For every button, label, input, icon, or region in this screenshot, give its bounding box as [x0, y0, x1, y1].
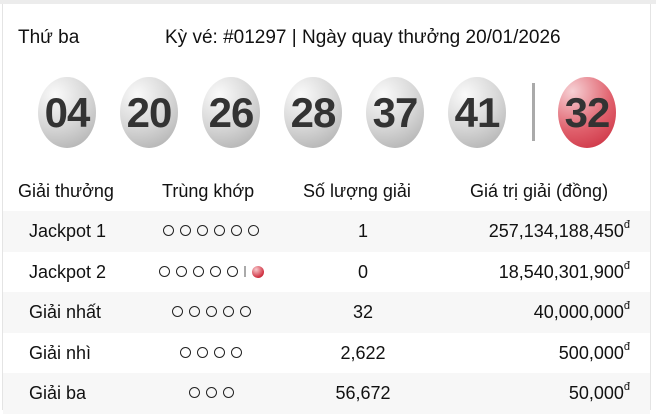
match-pattern	[133, 387, 289, 399]
match-circle-icon	[175, 266, 187, 278]
ball-5: 37	[366, 77, 424, 148]
currency-symbol: đ	[623, 340, 630, 353]
ball-3: 26	[202, 77, 260, 148]
table-row: Giải nhì 2,622 500,000đ	[3, 333, 650, 374]
prize-value: 40,000,000đ	[533, 300, 630, 323]
ball-4: 28	[284, 77, 342, 148]
match-circle-icon	[231, 346, 242, 358]
header-qty: Số lượng giải	[303, 181, 411, 201]
match-circle-icon	[239, 306, 251, 318]
match-pattern	[133, 265, 289, 278]
draw-info: Kỳ vé: #01297 | Ngày quay thưởng 20/01/2…	[165, 27, 561, 48]
match-circle-icon	[188, 306, 200, 318]
match-circle-icon	[231, 225, 242, 236]
currency-symbol: đ	[623, 259, 630, 272]
match-circle-icon	[205, 387, 217, 399]
power-ball-icon	[251, 265, 264, 278]
table-row: Jackpot 2 0 18,540,301,900đ	[3, 252, 650, 293]
match-circle-icon	[192, 266, 204, 278]
table-row: Jackpot 1 1 257,134,188,450đ	[3, 211, 650, 252]
match-circle-icon	[226, 266, 238, 278]
match-circle-icon	[188, 387, 200, 399]
prize-amount: 40,000,000	[533, 302, 624, 323]
prize-name: Giải nhì	[29, 342, 92, 363]
currency-symbol: đ	[623, 300, 630, 313]
prize-value: 18,540,301,900đ	[498, 259, 630, 283]
match-circle-icon	[248, 225, 259, 236]
match-pattern	[133, 346, 289, 358]
header-match: Trùng khớp	[162, 181, 255, 201]
header-value: Giá trị giải (đồng)	[470, 181, 609, 201]
prize-qty: 2,622	[340, 342, 386, 363]
match-circle-icon	[197, 225, 208, 236]
prize-qty: 0	[357, 261, 368, 282]
match-circle-icon	[214, 225, 225, 236]
ball-6: 41	[448, 77, 506, 148]
match-pattern	[133, 306, 289, 318]
match-circle-icon	[214, 346, 225, 358]
ball-1: 04	[38, 77, 96, 148]
table-row: Giải ba 56,672 50,000đ	[3, 373, 650, 414]
ball-2: 20	[120, 77, 178, 148]
match-circle-icon	[171, 306, 183, 318]
prize-name: Giải ba	[29, 383, 87, 404]
prize-amount: 18,540,301,900	[498, 261, 624, 282]
prize-amount: 500,000	[558, 342, 624, 363]
match-circle-icon	[163, 225, 174, 236]
match-circle-icon	[205, 306, 217, 318]
draw-day: Thứ ba	[18, 27, 80, 48]
prize-name: Giải nhất	[29, 302, 102, 323]
match-circle-icon	[180, 346, 191, 358]
prize-value: 50,000đ	[568, 381, 630, 404]
currency-symbol: đ	[623, 219, 630, 231]
prize-qty: 1	[357, 221, 368, 241]
prize-value: 500,000đ	[558, 340, 630, 364]
match-circle-icon	[209, 266, 221, 278]
prize-name: Jackpot 2	[29, 261, 107, 282]
table-row: Giải nhất 32 40,000,000đ	[3, 292, 650, 334]
ball-separator	[532, 83, 535, 141]
prize-qty: 56,672	[335, 383, 391, 404]
match-circle-icon	[222, 387, 234, 399]
match-circle-icon	[197, 346, 208, 358]
prize-amount: 50,000	[568, 383, 624, 404]
prize-qty: 32	[352, 302, 374, 323]
prize-name: Jackpot 1	[29, 221, 107, 241]
match-pattern	[133, 225, 289, 236]
match-circle-icon	[222, 306, 234, 318]
separator	[243, 266, 246, 278]
power-ball: 32	[558, 77, 616, 148]
match-circle-icon	[180, 225, 191, 236]
prize-value: 257,134,188,450đ	[488, 219, 630, 242]
match-circle-icon	[158, 266, 170, 278]
header-prize: Giải thưởng	[18, 181, 114, 201]
currency-symbol: đ	[623, 381, 630, 394]
prize-amount: 257,134,188,450	[488, 221, 624, 241]
